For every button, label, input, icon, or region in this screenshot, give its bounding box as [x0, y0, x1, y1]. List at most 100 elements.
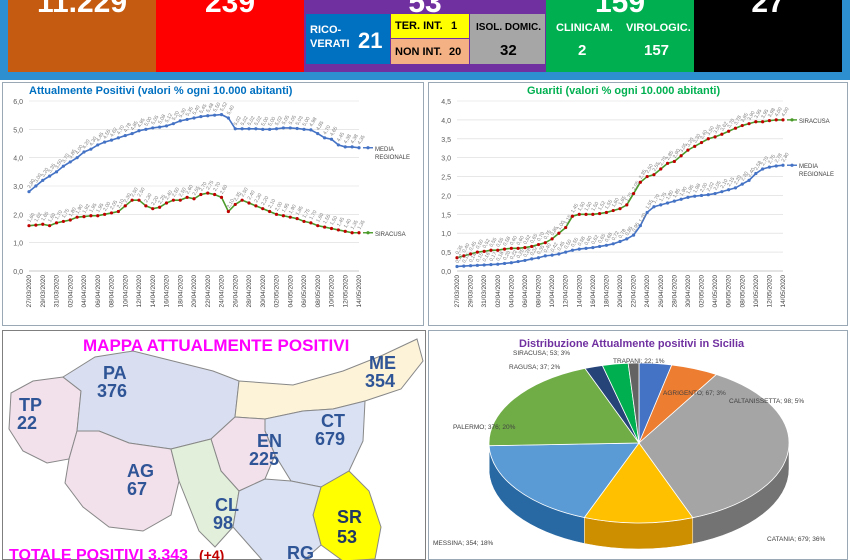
- data-point: [75, 215, 79, 219]
- x-tick-label: 10/05/2020: [329, 275, 336, 308]
- data-label: 2,70: [760, 155, 770, 167]
- data-point: [550, 253, 554, 257]
- data-label: 4,38: [350, 133, 360, 145]
- data-label: 1,55: [645, 199, 655, 211]
- data-label: 2,90: [672, 148, 682, 160]
- ricoverati-label-2: VERATI: [310, 38, 350, 50]
- data-point: [781, 163, 785, 167]
- data-point: [219, 195, 224, 199]
- data-point: [564, 225, 568, 230]
- x-tick-label: 02/05/2020: [274, 275, 281, 308]
- data-point: [462, 254, 466, 258]
- data-label: 1,70: [54, 209, 64, 221]
- data-label: 4,30: [88, 136, 98, 148]
- data-label: 3,62: [719, 121, 729, 133]
- tile-total-cases: 11.229: [8, 0, 156, 72]
- data-point: [302, 127, 306, 131]
- data-point: [761, 167, 765, 171]
- data-label: 0,14: [468, 252, 478, 264]
- y-tick-label: 6,0: [13, 99, 23, 106]
- data-point: [336, 228, 340, 232]
- data-point: [288, 126, 292, 130]
- data-label: 4,85: [130, 120, 140, 132]
- x-tick-label: 08/05/2020: [739, 275, 746, 308]
- data-label: 4,00: [75, 144, 85, 156]
- y-tick-label: 3,0: [441, 156, 451, 163]
- data-label: 2,50: [171, 187, 181, 199]
- data-label: 5,40: [226, 104, 236, 116]
- data-point: [268, 209, 272, 214]
- ricoverati-value: 21: [358, 28, 383, 53]
- x-tick-label: 12/04/2020: [136, 275, 143, 308]
- data-point: [261, 207, 265, 211]
- data-point: [652, 173, 656, 177]
- data-label: 1,70: [651, 193, 661, 205]
- data-label: 5,02: [274, 115, 284, 127]
- chart-guariti-panel: Guariti (valori % ogni 10.000 abitanti) …: [428, 82, 848, 326]
- data-label: 1,92: [82, 203, 92, 215]
- data-point: [761, 120, 765, 124]
- data-label: 3,30: [692, 133, 702, 145]
- tile-recovered-value: 159: [594, 0, 646, 19]
- data-label: 1,75: [302, 208, 312, 220]
- data-point: [164, 124, 169, 128]
- data-label: 0,58: [577, 235, 587, 247]
- data-point: [584, 246, 588, 250]
- data-label: 2,60: [219, 184, 229, 196]
- data-point: [268, 127, 272, 131]
- data-label: 2,80: [27, 178, 37, 190]
- y-tick-label: 3,0: [13, 184, 23, 191]
- x-tick-label: 20/04/2020: [191, 275, 198, 308]
- data-label: 4,38: [343, 133, 353, 145]
- x-tick-label: 28/04/2020: [671, 275, 678, 308]
- data-point: [509, 246, 513, 250]
- y-tick-label: 4,0: [13, 156, 23, 163]
- data-label: 5,35: [185, 106, 195, 118]
- province-rg: [232, 478, 322, 560]
- data-label: 0,60: [509, 235, 519, 247]
- data-label: 3,05: [679, 142, 689, 154]
- x-tick-label: 24/04/2020: [644, 275, 651, 308]
- data-label: 0,55: [488, 237, 498, 249]
- data-point: [523, 245, 527, 250]
- data-label: 0,15: [475, 252, 485, 264]
- data-point: [652, 205, 656, 209]
- data-label: 2,70: [198, 181, 208, 193]
- y-tick-label: 0,5: [441, 250, 451, 257]
- legend-marker: [790, 163, 794, 167]
- data-point: [89, 147, 93, 151]
- ricoverati-box: RICO- VERATI 21: [306, 14, 390, 64]
- tile-other-value: 27: [751, 0, 785, 19]
- x-tick-label: 08/05/2020: [315, 275, 322, 308]
- data-label: 1,75: [658, 191, 668, 203]
- data-label: 3,78: [733, 115, 743, 127]
- data-point: [536, 242, 541, 247]
- data-label: 3,50: [54, 158, 64, 170]
- data-label: 2,05: [631, 180, 641, 192]
- data-point: [96, 214, 100, 218]
- x-tick-label: 31/03/2020: [481, 275, 488, 308]
- data-label: 1,80: [665, 189, 675, 201]
- pie-label-agrigento: AGRIGENTO; 67; 3%: [663, 390, 726, 397]
- tile-deaths: 239: [156, 0, 304, 72]
- isol-domic-label: ISOL. DOMIC.: [476, 22, 541, 33]
- data-point: [323, 225, 327, 229]
- data-label: 1,95: [281, 202, 291, 214]
- data-label: 2,75: [205, 179, 215, 191]
- data-point: [455, 256, 459, 260]
- data-point: [475, 250, 479, 254]
- data-point: [631, 191, 636, 196]
- data-label: 0,20: [502, 250, 512, 262]
- map-code-en: EN: [257, 431, 282, 451]
- data-label: 2,05: [713, 180, 723, 192]
- map-value-ag: 67: [127, 479, 147, 499]
- data-point: [54, 170, 59, 174]
- data-label: 1,52: [597, 200, 607, 212]
- data-label: 0,58: [502, 235, 512, 247]
- legend-label: REGIONALE: [799, 172, 834, 178]
- data-label: 1,40: [343, 218, 353, 230]
- data-point: [219, 113, 224, 117]
- data-label: 5,02: [253, 115, 263, 127]
- data-point: [109, 138, 114, 142]
- data-point: [151, 126, 155, 130]
